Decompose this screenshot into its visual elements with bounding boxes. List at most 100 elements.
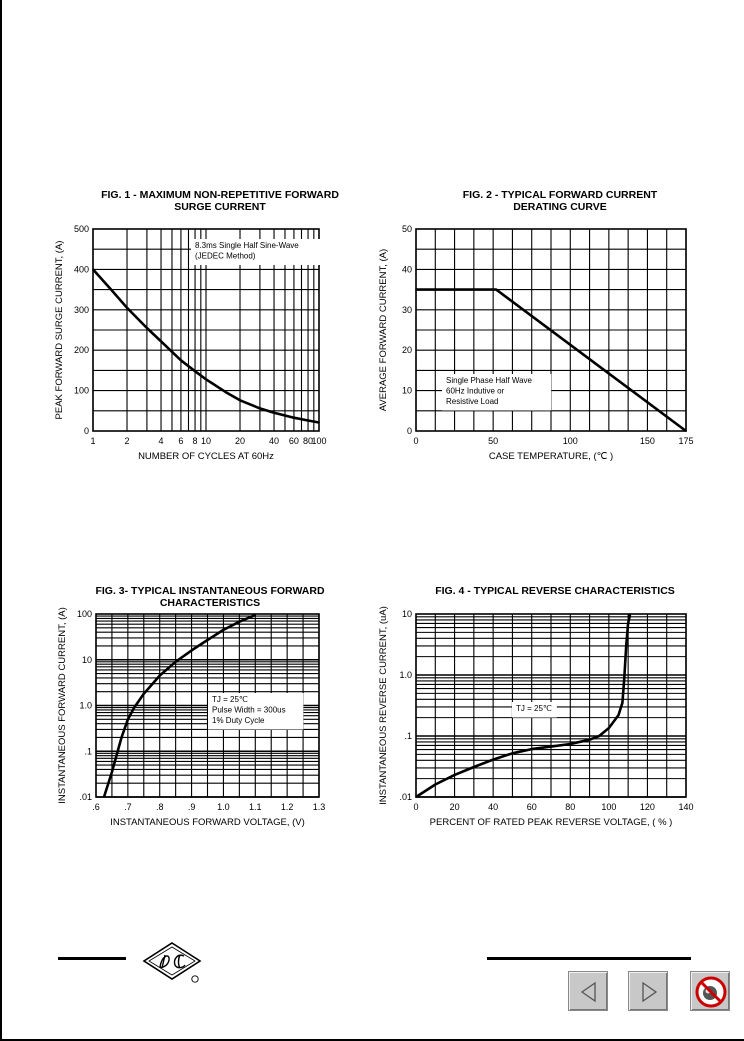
company-logo — [140, 941, 204, 983]
prev-arrow-icon — [580, 981, 596, 1003]
y-tick-label: 20 — [402, 345, 412, 355]
x-tick-label: .6 — [92, 802, 100, 812]
data-point — [103, 796, 105, 798]
no-exit-icon — [695, 976, 727, 1008]
y-tick-label: 10 — [402, 386, 412, 396]
x-tick-label: 20 — [235, 436, 245, 446]
data-point — [222, 629, 225, 631]
x-tick-label: 10 — [201, 436, 211, 446]
y-axis-label: INSTANTANEOUS REVERSE CURRENT, (uA) — [378, 606, 389, 805]
annotation-text: Pulse Width = 300us — [212, 706, 286, 715]
data-point — [205, 378, 207, 381]
data-point — [190, 649, 193, 652]
x-axis-label: INSTANTANEOUS FORWARD VOLTAGE, (V) — [110, 817, 305, 828]
data-point — [225, 391, 227, 394]
footer-rule-left — [58, 957, 126, 960]
data-point — [194, 370, 196, 373]
fig2-title: FIG. 2 - TYPICAL FORWARD CURRENT DERATIN… — [400, 189, 720, 213]
annotation-text: (JEDEC Method) — [195, 252, 256, 261]
x-tick-label: 150 — [640, 436, 655, 446]
annotation-box — [442, 374, 552, 411]
fig4-title: FIG. 4 - TYPICAL REVERSE CHARACTERISTICS — [395, 585, 715, 597]
y-tick-label: 40 — [402, 264, 412, 274]
fig2-title-line2: DERATING CURVE — [513, 201, 607, 213]
data-point — [273, 412, 275, 414]
data-point — [550, 745, 552, 748]
x-axis-label: PERCENT OF RATED PEAK REVERSE VOLTAGE, (… — [430, 817, 673, 828]
fig3-title: FIG. 3- TYPICAL INSTANTANEOUS FORWARD CH… — [50, 585, 370, 609]
exit-button[interactable] — [690, 971, 730, 1011]
fig3-title-line1: FIG. 3- TYPICAL INSTANTANEOUS FORWARD — [95, 585, 325, 597]
data-point — [158, 674, 161, 677]
y-tick-label: 10 — [402, 609, 412, 619]
x-tick-label: 80 — [565, 802, 575, 812]
data-point — [180, 359, 182, 362]
fig4-title-line1: FIG. 4 - TYPICAL REVERSE CHARACTERISTICS — [435, 585, 675, 597]
x-tick-label: .9 — [188, 802, 196, 812]
y-tick-label: .1 — [404, 731, 412, 741]
annotation-text: Resistive Load — [446, 397, 498, 406]
next-page-button[interactable] — [628, 971, 668, 1011]
data-point — [239, 399, 241, 402]
data-point — [627, 622, 629, 625]
x-tick-label: 1.0 — [217, 802, 230, 812]
x-tick-label: 120 — [640, 802, 655, 812]
plot-frame — [95, 613, 320, 798]
data-point — [617, 714, 620, 716]
y-tick-label: 100 — [77, 609, 92, 619]
data-point — [588, 738, 591, 741]
data-point — [569, 743, 572, 745]
page-border-left — [0, 0, 2, 1041]
page-border-bottom — [0, 1039, 744, 1041]
data-point — [473, 766, 475, 768]
annotation-text: 1% Duty Cycle — [212, 716, 265, 725]
data-point — [495, 288, 498, 291]
annotation-text: 8.3ms Single Half Sine-Wave — [195, 241, 299, 250]
x-tick-label: 100 — [563, 436, 578, 446]
y-tick-label: 10 — [82, 655, 92, 665]
data-point — [206, 639, 209, 641]
data-curve — [415, 613, 632, 799]
x-tick-label: 100 — [601, 802, 616, 812]
data-point — [126, 307, 128, 309]
data-point — [598, 735, 600, 737]
x-tick-label: 100 — [311, 436, 326, 446]
data-point — [453, 774, 456, 776]
data-point — [307, 419, 309, 422]
next-arrow-icon — [642, 981, 658, 1003]
y-tick-label: 100 — [74, 386, 89, 396]
x-tick-label: 50 — [488, 436, 498, 446]
x-axis-label: CASE TEMPERATURE, (℃ ) — [489, 451, 613, 462]
data-point — [625, 645, 627, 647]
x-tick-label: 20 — [450, 802, 460, 812]
data-point — [511, 752, 514, 755]
y-tick-label: 0 — [407, 426, 412, 436]
data-point — [629, 613, 631, 615]
x-tick-label: 0 — [413, 802, 418, 812]
y-tick-label: 200 — [74, 345, 89, 355]
data-point — [530, 748, 533, 750]
plot-frame — [415, 613, 687, 798]
footer-rule-right — [487, 957, 691, 960]
y-tick-label: 50 — [402, 224, 412, 234]
fig3-title-line2: CHARACTERISTICS — [159, 597, 261, 609]
y-tick-label: .1 — [84, 746, 92, 756]
plot-frame — [415, 228, 687, 432]
y-tick-label: .01 — [399, 792, 412, 802]
annotation-text: TJ = 25℃ — [212, 695, 248, 704]
y-tick-label: 30 — [402, 305, 412, 315]
prev-page-button[interactable] — [568, 971, 608, 1011]
x-tick-label: 1.1 — [249, 802, 262, 812]
x-tick-label: 4 — [159, 436, 164, 446]
y-tick-label: 1.0 — [399, 670, 412, 680]
data-point — [143, 693, 145, 695]
data-point — [112, 290, 114, 293]
x-tick-label: 60 — [527, 802, 537, 812]
data-point — [259, 407, 261, 410]
data-point — [133, 706, 135, 709]
data-point — [120, 736, 123, 739]
annotation-text: Single Phase Half Wave — [446, 376, 533, 385]
